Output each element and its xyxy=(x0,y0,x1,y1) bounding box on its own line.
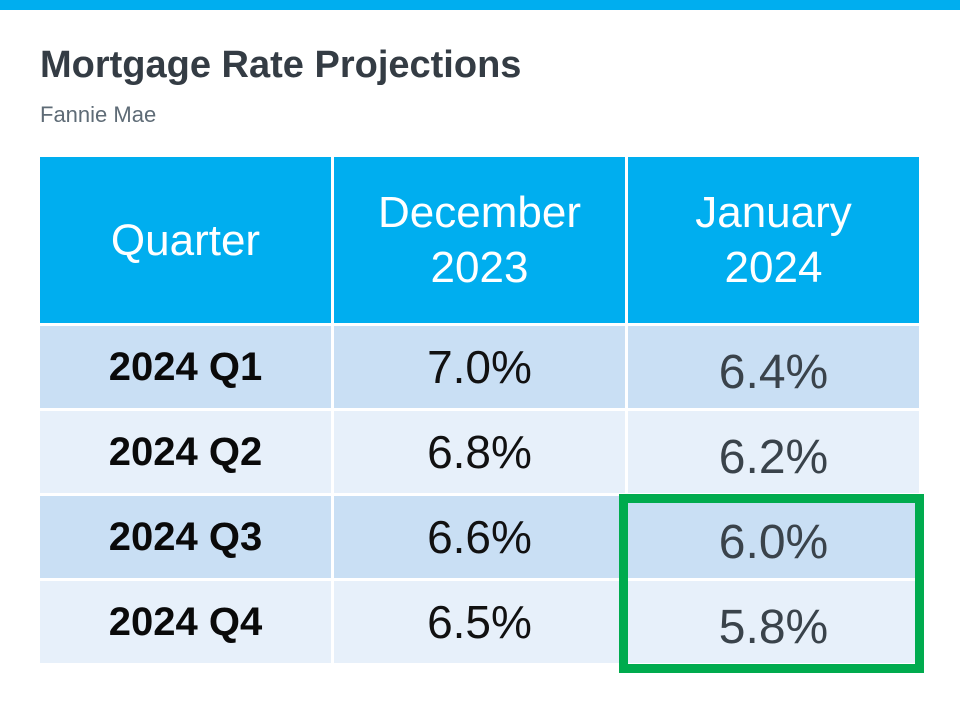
cell-q3-december-value: 6.6% xyxy=(334,496,625,578)
top-accent-bar xyxy=(0,0,960,10)
cell-q4-quarter: 2024 Q4 xyxy=(40,581,331,663)
cell-q4-january-value: 5.8% xyxy=(628,581,919,663)
page-subtitle: Fannie Mae xyxy=(40,102,157,127)
column-header-january-2024: January 2024 xyxy=(628,157,919,323)
cell-q1-quarter: 2024 Q1 xyxy=(40,326,331,408)
column-header-december-2023-label: December 2023 xyxy=(378,188,581,292)
page-title: Mortgage Rate Projections xyxy=(40,44,522,86)
column-header-december-2023: December 2023 xyxy=(334,157,625,323)
column-header-january-2024-label: January 2024 xyxy=(695,188,852,292)
column-header-quarter-label: Quarter xyxy=(110,215,261,265)
cell-q1-january-value: 6.4% xyxy=(628,326,919,408)
cell-q2-january-value: 6.2% xyxy=(628,411,919,493)
mortgage-rate-table: Quarter December 2023 January 2024 2024 … xyxy=(40,157,919,663)
cell-q1-december-value: 7.0% xyxy=(334,326,625,408)
cell-q2-quarter: 2024 Q2 xyxy=(40,411,331,493)
cell-q3-january-value: 6.0% xyxy=(628,496,919,578)
cell-q3-quarter: 2024 Q3 xyxy=(40,496,331,578)
cell-q4-december-value: 6.5% xyxy=(334,581,625,663)
column-header-quarter: Quarter xyxy=(40,157,331,323)
cell-q2-december-value: 6.8% xyxy=(334,411,625,493)
